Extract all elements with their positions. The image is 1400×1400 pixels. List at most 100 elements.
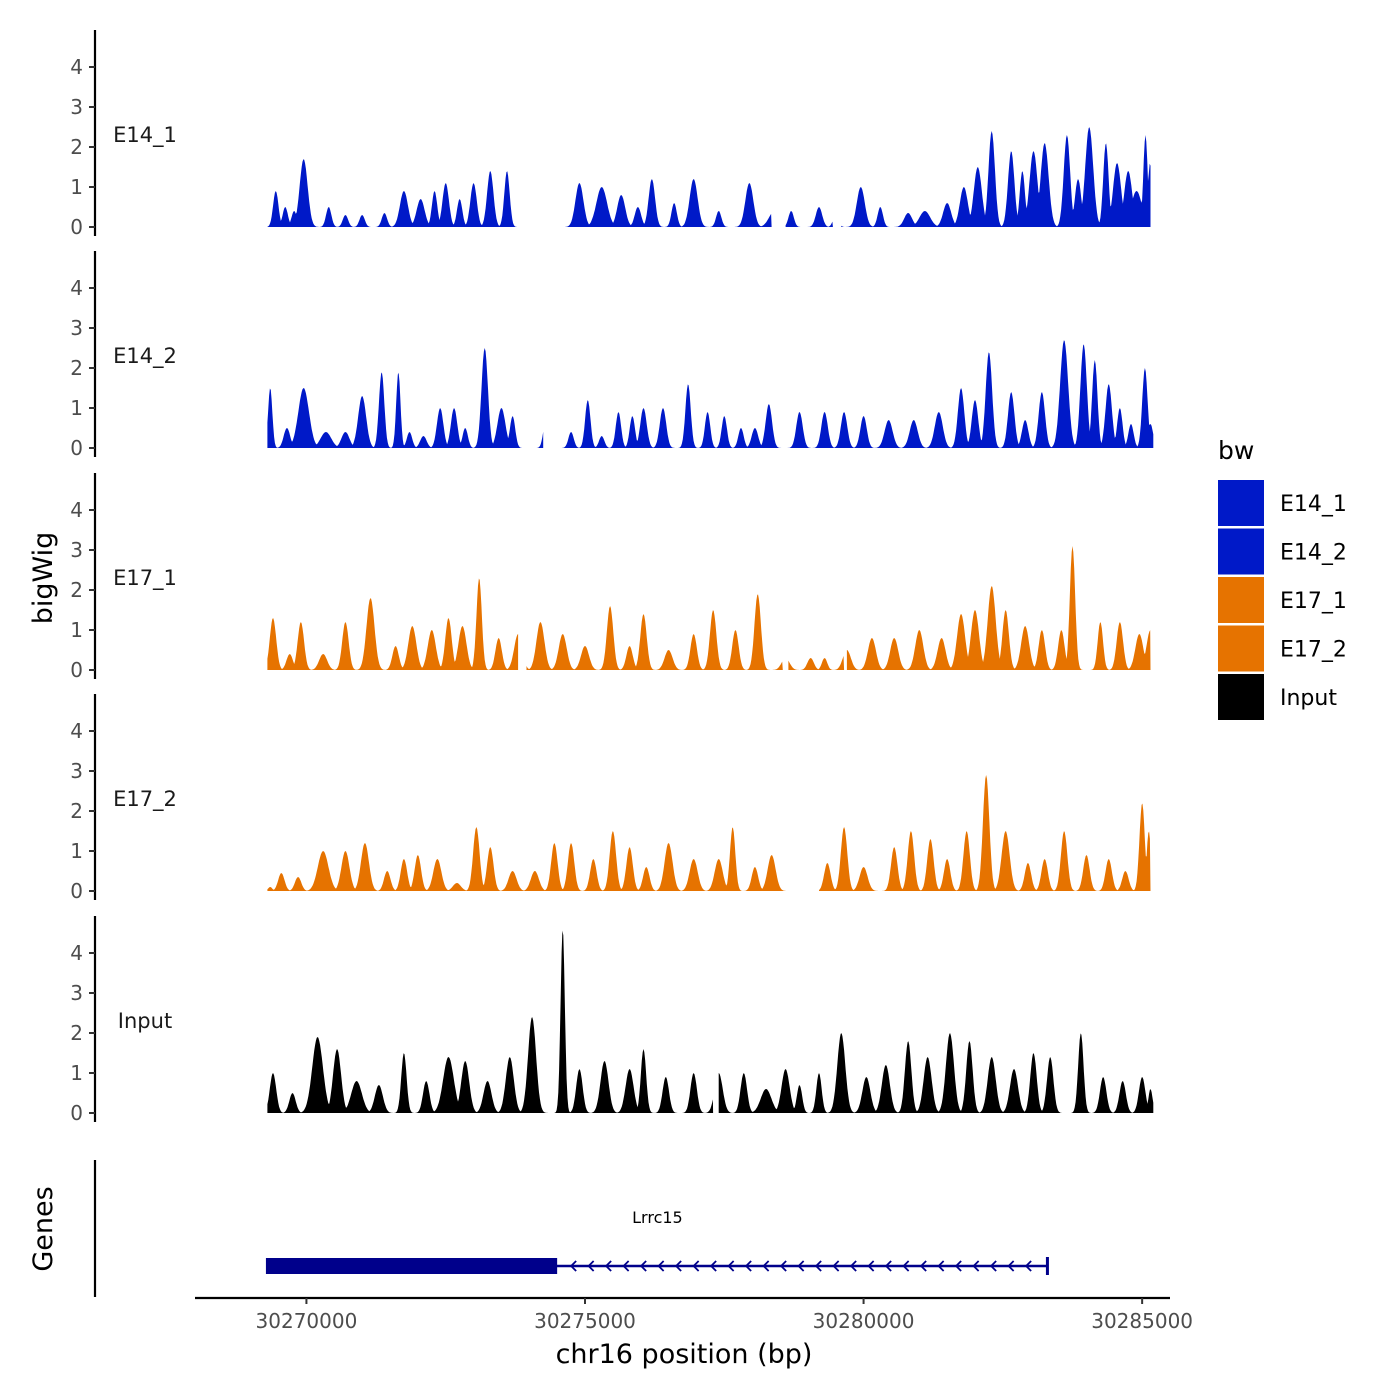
signal-area-segment [267,827,786,891]
strand-arrow [1007,1260,1015,1272]
y-tick-label: 0 [70,215,83,239]
strand-arrow [744,1260,752,1272]
strand-arrow [797,1260,805,1272]
y-tick-label: 0 [70,658,83,682]
legend-entry: E14_1 [1218,480,1347,526]
strand-arrow [692,1260,700,1272]
y-tick-label: 0 [70,879,83,903]
strand-arrow [989,1260,997,1272]
track-label: Input [118,1009,172,1033]
y-tick-label: 4 [70,276,83,300]
strand-arrow [972,1260,980,1272]
legend-swatch [1218,528,1264,575]
legend-swatch [1218,577,1264,623]
strand-arrow [569,1260,577,1272]
y-tick-label: 1 [70,839,83,863]
strand-arrow [832,1260,840,1272]
x-tick-label: 30280000 [813,1309,915,1333]
y-tick-label: 2 [70,135,83,159]
legend-label: Input [1280,686,1337,711]
signal-area-segment [819,775,1151,891]
gene-exon-block [267,1258,558,1274]
legend-entry: E17_2 [1218,625,1347,672]
y-tick-label: 1 [70,618,83,642]
signal-area-segment [559,384,783,448]
signal-area-segment [267,348,544,448]
legend-swatch [1218,625,1264,672]
signal-area-segment [785,207,833,227]
strand-arrow [674,1260,682,1272]
legend-label: E14_1 [1280,492,1347,517]
strand-arrow [779,1260,787,1272]
y-tick-label: 4 [70,498,83,522]
signal-area-segment [841,127,1151,227]
x-axis: 30270000 30275000 30280000 30285000 [195,1296,1193,1333]
y-tick-label: 2 [70,1021,83,1045]
strand-arrow [657,1260,665,1272]
x-tick-label: 30275000 [534,1309,636,1333]
track-input: 0 1 2 3 4 Input [70,916,1154,1125]
y-axis-title: bigWig [28,532,59,625]
track-e17-2: 0 1 2 3 4 E17_2 [70,694,1151,903]
y-tick-label: 2 [70,356,83,380]
signal-area-segment [526,594,783,670]
signal-area-segment [267,159,527,227]
strand-arrow [1024,1260,1032,1272]
y-tick-label: 4 [70,55,83,79]
y-tick-label: 3 [70,759,83,783]
legend-swatch [1218,480,1264,526]
strand-arrow [867,1260,875,1272]
gene-lrrc15: Lrrc15 [265,1208,1049,1275]
legend-entry: E14_2 [1218,528,1347,575]
track-label: E14_1 [113,123,177,148]
y-tick-label: 3 [70,316,83,340]
genes-panel: Genes Lrrc15 [28,1160,1049,1297]
legend-swatch [1218,674,1264,720]
legend-entry: E17_1 [1218,577,1347,623]
y-tick-label: 1 [70,1061,83,1085]
strand-arrow [902,1260,910,1272]
y-tick-label: 2 [70,799,83,823]
strand-arrow [919,1260,927,1272]
y-tick-label: 0 [70,1101,83,1125]
signal-area-segment [785,340,1154,448]
strand-arrow [622,1260,630,1272]
track-label: E17_1 [113,566,177,591]
strand-arrow [884,1260,892,1272]
signal-area-segment [267,930,714,1113]
strand-arrow [639,1260,647,1272]
y-tick-label: 2 [70,578,83,602]
legend-label: E17_1 [1280,589,1347,614]
track-e17-1: 0 1 2 3 4 E17_1 [70,473,1151,682]
legend: bw E14_1 E14_2 E17_1 E17_2 Input [1218,436,1347,720]
strand-arrow [727,1260,735,1272]
track-e14-2: 0 1 2 3 4 E14_2 [70,251,1154,460]
legend-entry: Input [1218,674,1337,720]
signal-area-segment [548,179,772,227]
y-tick-label: 4 [70,941,83,965]
legend-label: E14_2 [1280,541,1347,566]
strand-arrow [709,1260,717,1272]
x-axis-title: chr16 position (bp) [556,1339,813,1370]
signal-area-segment [846,546,1151,670]
y-tick-label: 3 [70,538,83,562]
track-e14-1: 0 1 2 3 4 E14_1 [70,30,1151,239]
signal-area-segment [718,1033,1154,1113]
strand-arrow [814,1260,822,1272]
signal-area-segment [267,578,519,670]
genes-panel-title: Genes [28,1186,59,1271]
y-tick-label: 3 [70,95,83,119]
y-tick-label: 1 [70,396,83,420]
strand-arrow [954,1260,962,1272]
track-label: E17_2 [113,787,177,812]
x-tick-label: 30285000 [1091,1309,1193,1333]
strand-arrow [849,1260,857,1272]
track-panels: 0 1 2 3 4 E14_1 0 1 2 3 4 E14_2 0 1 2 3 4 E17_1 0 1 2 3 4 E17_2… [70,30,1154,1125]
gene-name-label: Lrrc15 [632,1208,683,1227]
strand-arrow [587,1260,595,1272]
strand-arrow [937,1260,945,1272]
y-tick-label: 4 [70,719,83,743]
legend-title: bw [1218,436,1254,465]
